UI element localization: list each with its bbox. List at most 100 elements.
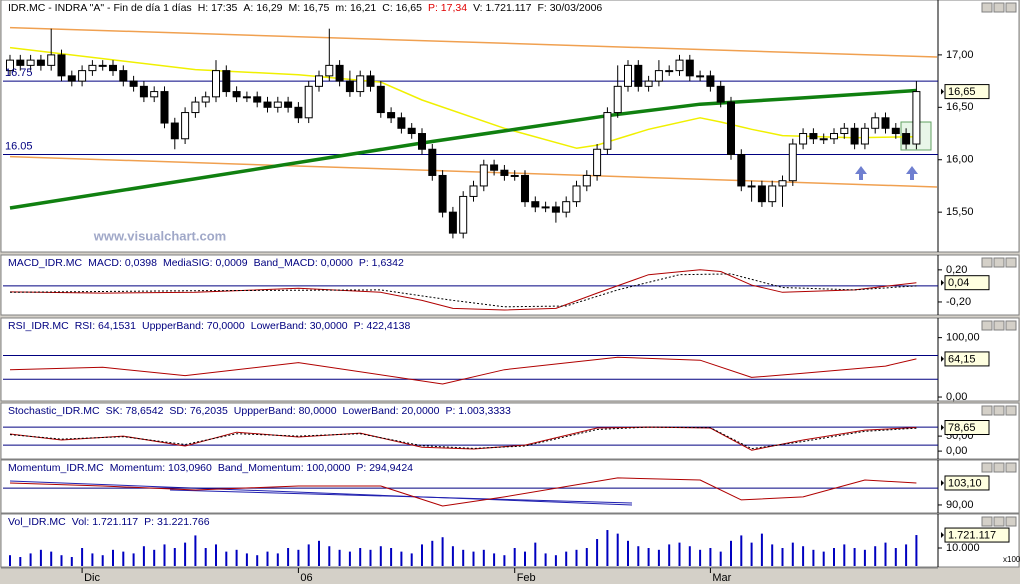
header-field: MACD: 0,0398 — [88, 257, 157, 269]
candle-body — [119, 70, 128, 82]
last-value-tag — [944, 527, 1010, 543]
volume-bar — [699, 549, 702, 566]
candle-body — [696, 75, 705, 78]
candle-body — [541, 206, 550, 209]
last-value-tag — [944, 275, 990, 291]
volume-bar — [9, 555, 11, 566]
window-button — [1005, 405, 1017, 416]
candle-body — [830, 133, 838, 140]
plot — [3, 426, 938, 451]
header-field: P: 31.221.766 — [144, 516, 210, 528]
panel — [0, 459, 1020, 514]
y-tick-label: 100,00 — [946, 332, 980, 344]
volume-bar — [287, 548, 290, 566]
header-field: P: 422,4138 — [354, 320, 411, 332]
header-field: P: 1.003,3333 — [445, 405, 511, 417]
candle-body — [593, 148, 602, 176]
x-tick-label: Mar — [712, 572, 731, 584]
volume-bar — [822, 551, 825, 566]
volume-bar — [441, 537, 444, 566]
candle-body — [201, 96, 210, 103]
header-field: Momentum: 103,0960 — [110, 462, 212, 474]
candle-body — [438, 174, 447, 213]
candle-body — [706, 75, 715, 87]
candle-body — [799, 133, 808, 145]
candle-body — [47, 54, 56, 66]
volume-bar — [575, 549, 578, 566]
volume-bar — [616, 533, 619, 566]
candle-body — [582, 174, 591, 187]
volume-bar — [235, 549, 238, 566]
candle-body — [727, 101, 735, 155]
volume-bar — [184, 542, 187, 566]
candle-body — [490, 164, 499, 171]
plot — [3, 269, 938, 311]
volume-bar — [513, 548, 516, 566]
header-field: M: 16,75 — [289, 2, 330, 14]
volume-bar — [843, 544, 846, 566]
header-field: P: 17,34 — [428, 2, 467, 14]
window-button — [981, 2, 993, 13]
tag-pointer — [941, 532, 944, 539]
candle-body — [160, 91, 169, 124]
volume-bar — [153, 549, 156, 566]
volume-bar — [379, 546, 382, 566]
candle-body — [88, 64, 97, 72]
volume-bar — [70, 557, 73, 566]
plot — [3, 477, 938, 507]
candle-body — [757, 185, 766, 203]
volume-bar — [101, 555, 104, 566]
volume-bar — [256, 555, 259, 566]
volume-bar — [524, 551, 526, 566]
indicator-line — [9, 477, 917, 507]
candle-body — [500, 169, 509, 176]
volume-bar — [657, 549, 660, 566]
candle-body — [891, 127, 900, 135]
level-label: 16.75 — [5, 67, 33, 79]
candle-body — [613, 85, 622, 114]
indicator-line — [9, 356, 917, 385]
volume-bar — [112, 549, 114, 566]
candle-body — [634, 64, 643, 87]
y-tick-label: 17,00 — [946, 49, 974, 61]
last-value-label: 16,65 — [948, 86, 976, 98]
window-button — [981, 516, 993, 527]
tag-pointer — [941, 88, 944, 95]
header-field: P: 1,6342 — [359, 257, 404, 269]
volume-bar — [472, 551, 475, 566]
header-field: LowerBand: 20,0000 — [343, 405, 440, 417]
volume-bar — [905, 544, 908, 566]
volume-bar — [276, 553, 279, 566]
candle-body — [850, 127, 859, 145]
tag-pointer — [941, 424, 944, 431]
candle-body — [212, 70, 220, 98]
candle-body — [150, 91, 159, 98]
volume-bar — [802, 546, 805, 566]
candle-body — [387, 112, 396, 119]
candle-body — [788, 143, 797, 182]
tag-pointer — [941, 279, 944, 286]
panel-header: Stochastic_IDR.MC SK: 78,6542 SD: 76,2035 U… — [8, 405, 511, 417]
candle-body — [366, 75, 375, 87]
panel — [0, 0, 1020, 253]
volume-bar — [915, 535, 918, 566]
candle-body — [572, 185, 581, 203]
panel — [0, 317, 1020, 402]
candle-body — [768, 185, 777, 203]
volume-bar — [647, 548, 650, 566]
candle-body — [263, 101, 272, 108]
candle-body — [871, 117, 880, 129]
candle-body — [304, 85, 313, 119]
last-value-tag — [944, 351, 990, 367]
volume-bar — [318, 540, 320, 566]
candle-body — [129, 80, 138, 87]
candle-body — [819, 138, 828, 141]
volume-bar — [606, 530, 609, 566]
volume-bar — [709, 548, 712, 566]
window-button — [981, 462, 993, 473]
volume-bar — [410, 553, 413, 566]
plot — [9, 530, 918, 566]
candle-body — [315, 75, 323, 87]
window-button — [993, 462, 1005, 473]
